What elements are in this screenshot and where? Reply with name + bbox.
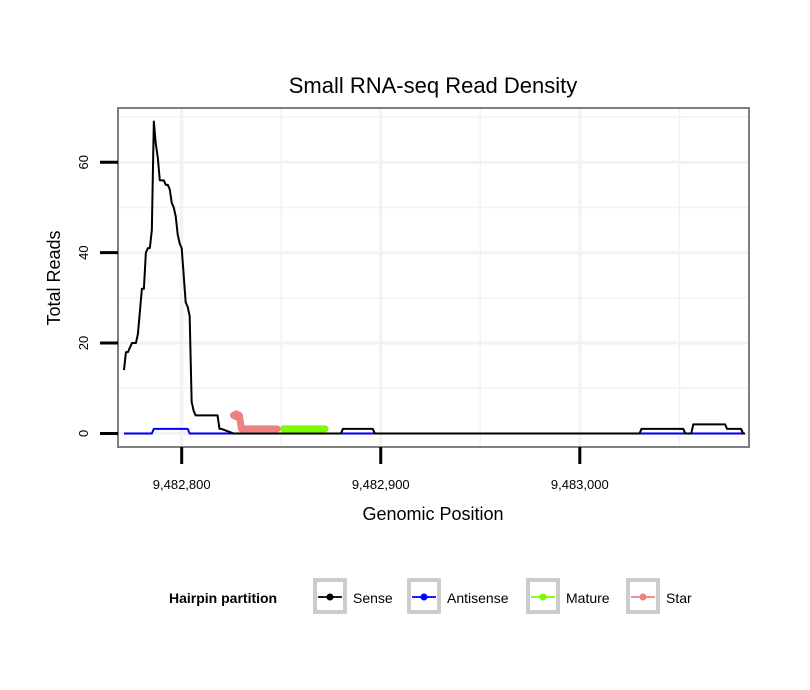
y-tick-label: 0 [76,430,91,437]
series-sense [122,120,746,435]
x-axis-title: Genomic Position [362,504,503,524]
x-tick-label: 9,482,900 [352,477,410,492]
y-axis-title: Total Reads [44,230,64,325]
legend-label: Star [666,590,692,606]
legend: Hairpin partition Sense Antisense Mature St… [169,578,692,614]
legend-label: Mature [566,590,610,606]
y-tick-label: 60 [76,155,91,169]
legend-items: Sense Antisense Mature Star [313,578,692,614]
star-point [231,410,242,421]
legend-key-point [420,593,428,601]
x-tick-label: 9,482,800 [153,477,211,492]
x-axis: 9,482,800 9,482,900 9,483,000 [153,447,609,492]
y-tick-label: 40 [76,245,91,259]
series-layer [122,120,746,435]
legend-key-point [326,593,334,601]
chart-title: Small RNA-seq Read Density [289,73,578,98]
plot-background [117,107,750,448]
grid [119,109,748,446]
legend-key-point [639,593,647,601]
legend-key [626,578,660,614]
y-axis: 0 20 40 60 [76,155,118,437]
legend-label: Sense [353,590,393,606]
legend-title: Hairpin partition [169,590,277,606]
legend-label: Antisense [447,590,509,606]
legend-key-point [539,593,547,601]
x-tick-label: 9,483,000 [551,477,609,492]
y-tick-label: 20 [76,336,91,350]
